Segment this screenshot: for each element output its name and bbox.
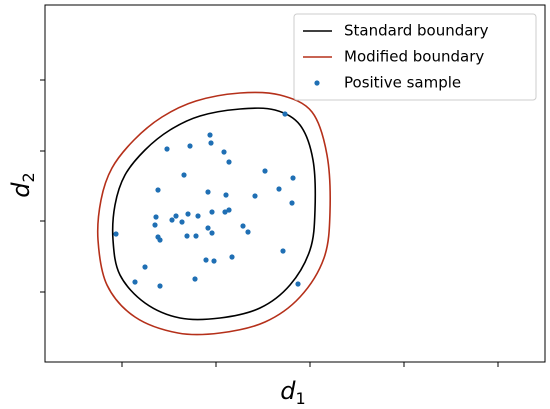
x-axis-label-sub: 1 — [296, 389, 306, 408]
sample-point — [132, 279, 138, 285]
boundary-curve — [96, 91, 331, 336]
y-axis-label-sub: 2 — [19, 172, 38, 182]
sample-point — [207, 132, 213, 138]
sample-point — [153, 214, 159, 220]
sample-point — [173, 213, 179, 219]
sample-point — [192, 276, 198, 282]
sample-point — [152, 222, 158, 228]
sample-point — [221, 149, 227, 155]
sample-point — [157, 283, 163, 289]
sample-point — [245, 229, 251, 235]
sample-point — [262, 168, 268, 174]
legend-swatch — [314, 80, 320, 86]
legend-box — [293, 13, 537, 101]
sample-point — [193, 233, 199, 239]
y-axis-label-main: d — [7, 182, 35, 198]
sample-point — [157, 237, 163, 243]
sample-point — [205, 189, 211, 195]
plot-frame — [44, 4, 546, 363]
sample-point — [187, 143, 193, 149]
y-axis-label: d2 — [7, 172, 38, 197]
x-axis-label-main: d — [280, 377, 296, 405]
sample-point — [155, 187, 161, 193]
sample-point — [223, 192, 229, 198]
sample-point — [280, 248, 286, 254]
legend: Standard boundary Modified boundary Positi… — [293, 13, 537, 101]
sample-point — [195, 213, 201, 219]
sample-point — [290, 175, 296, 181]
sample-point — [203, 257, 209, 263]
sample-point — [226, 207, 232, 213]
sample-point — [208, 140, 214, 146]
sample-point — [205, 225, 211, 231]
legend-label: Standard boundary — [344, 22, 489, 40]
sample-point — [169, 217, 175, 223]
sample-point — [222, 209, 228, 215]
sample-point — [211, 258, 217, 264]
sample-point — [226, 159, 232, 165]
sample-point — [240, 223, 246, 229]
sample-point — [181, 172, 187, 178]
sample-point — [229, 254, 235, 260]
sample-point — [164, 146, 170, 152]
legend-label: Positive sample — [344, 74, 461, 92]
sample-point — [185, 211, 191, 217]
sample-point — [252, 193, 258, 199]
sample-point — [179, 219, 185, 225]
sample-point — [142, 264, 148, 270]
x-axis-label: d1 — [280, 377, 305, 408]
sample-point — [295, 281, 301, 287]
sample-point — [113, 231, 119, 237]
legend-label: Modified boundary — [344, 48, 484, 66]
sample-point — [209, 209, 215, 215]
sample-point — [209, 230, 215, 236]
sample-point — [276, 186, 282, 192]
boundary-curve — [111, 107, 317, 321]
sample-point — [289, 200, 295, 206]
sample-point — [282, 111, 288, 117]
sample-point — [184, 233, 190, 239]
